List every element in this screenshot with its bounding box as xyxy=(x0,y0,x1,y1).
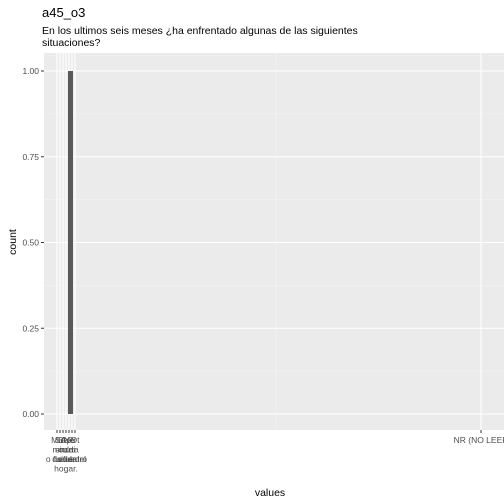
y-tick-label: 0.75 xyxy=(22,152,39,162)
y-axis-title: count xyxy=(7,229,19,255)
chart-subtitle-line-2: situaciones? xyxy=(42,37,101,49)
plot-panel xyxy=(44,53,504,430)
y-axis: 0.00 0.25 0.50 0.75 1.00 xyxy=(22,66,44,419)
y-tick-label: 0.50 xyxy=(22,238,39,248)
x-tick-label: Pr di de xyxy=(67,435,77,464)
y-tick-label: 1.00 xyxy=(22,66,39,76)
bar xyxy=(68,71,73,414)
x-axis-title: values xyxy=(255,487,285,499)
x-tick-label: Se en si xyxy=(55,435,66,464)
y-tick-label: 0.25 xyxy=(22,323,39,333)
x-tick-label: Ot ra dentro xyxy=(63,435,87,464)
chart-title: a45_o3 xyxy=(42,5,85,20)
x-tick-label: Se cu cu xyxy=(58,435,69,464)
chart-subtitle-line-1: En los ultimos seis meses ¿ha enfrentado… xyxy=(42,25,358,37)
x-tick-label: Ap cu o fuera del hogar. xyxy=(46,435,86,474)
x-tick-label: NR (NO LEER xyxy=(454,435,504,445)
x-tick-label: Ne da fue xyxy=(63,435,75,464)
x-tick-label: Mu mi de xyxy=(51,435,63,464)
y-tick-label: 0.00 xyxy=(22,409,39,419)
